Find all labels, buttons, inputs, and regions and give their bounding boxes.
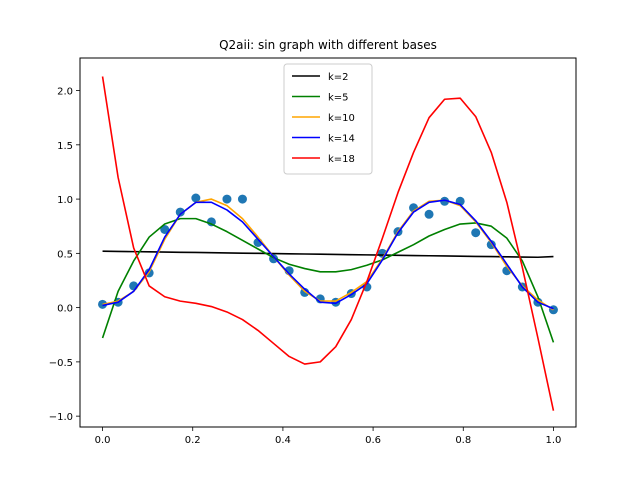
legend-label: k=14 [328, 134, 355, 145]
chart-title: Q2aii: sin graph with different bases [219, 38, 437, 52]
x-tick-label: 0.6 [365, 435, 381, 446]
x-tick-label: 0.4 [275, 435, 291, 446]
axes-frame [79, 57, 577, 428]
y-tick-label: 1.0 [57, 195, 73, 206]
scatter-point [440, 196, 450, 206]
legend-box [283, 63, 373, 175]
plot-area: 0.0 0.2 0.4 0.6 0.8 1.0 −1.0 −0.5 0.0 0.5 1.0 1.5 2.… [49, 76, 562, 446]
y-tick-label: −1.0 [49, 412, 73, 423]
y-tick-label: 1.5 [57, 141, 73, 152]
legend-label: k=18 [328, 154, 355, 165]
legend-label: k=2 [328, 72, 349, 83]
series-line-k-18 [101, 76, 555, 411]
scatter-point [160, 224, 170, 234]
scatter-point [471, 228, 481, 238]
y-tick-label: 0.5 [57, 249, 73, 260]
x-tick-label: 1.0 [546, 435, 562, 446]
scatter-point [206, 217, 216, 227]
y-tick-label: 2.0 [57, 87, 73, 98]
legend: k=2 k=5 k=10 k=14 k=18 [283, 63, 373, 175]
scatter-point [424, 209, 434, 219]
x-tick-label: 0.8 [455, 435, 471, 446]
x-tick-label: 0.2 [185, 435, 201, 446]
scatter-point [222, 194, 232, 204]
y-tick-label: 0.0 [57, 304, 73, 315]
y-tick-label: −0.5 [49, 358, 73, 369]
series-line-k-14 [102, 199, 554, 310]
scatter-point [191, 193, 201, 203]
legend-label: k=10 [328, 113, 355, 124]
scatter-point [237, 194, 247, 204]
x-tick-label: 0.0 [95, 435, 111, 446]
series-line-k-2 [102, 250, 554, 259]
scatter-point [98, 299, 108, 309]
legend-label: k=5 [328, 93, 349, 104]
scatter-point [175, 207, 185, 217]
